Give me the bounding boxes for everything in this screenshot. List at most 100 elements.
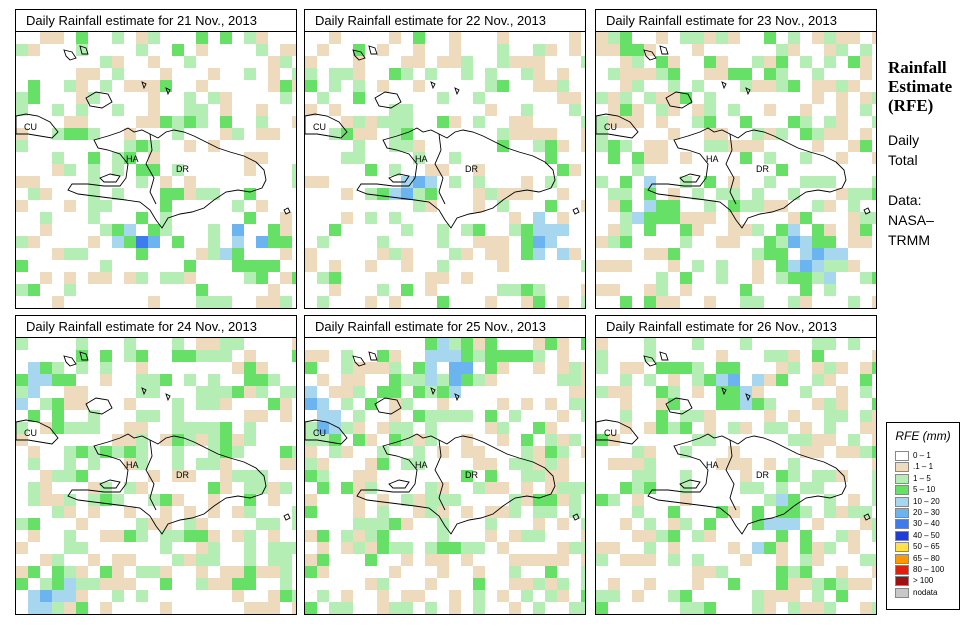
rainfall-cell [220, 434, 232, 446]
rainfall-cell [788, 458, 800, 470]
rainfall-cell [244, 506, 256, 518]
rainfall-cell [788, 590, 800, 602]
legend-item: > 100 [895, 576, 959, 587]
rainfall-cell [860, 602, 872, 614]
rainfall-cell [788, 494, 800, 506]
legend-label: 50 – 65 [913, 542, 940, 552]
island-coastline [679, 479, 701, 489]
rainfall-cell [728, 176, 740, 188]
rainfall-cell [644, 296, 656, 308]
rainfall-cell [521, 590, 533, 602]
rainfall-cell [728, 458, 740, 470]
rainfall-cell [16, 140, 28, 152]
rainfall-cell [848, 338, 860, 350]
rainfall-cell [28, 386, 40, 398]
rainfall-cell [401, 56, 413, 68]
cuba-coastline [596, 113, 639, 139]
rainfall-cell [377, 494, 389, 506]
rainfall-cell [836, 44, 848, 56]
rainfall-cell [172, 272, 184, 284]
legend-title: RFE (mm) [895, 429, 951, 443]
rainfall-cell [704, 176, 716, 188]
rainfall-cell [136, 212, 148, 224]
country-label-ha: HA [415, 460, 428, 470]
rainfall-cell [292, 458, 296, 470]
rainfall-cell [353, 92, 365, 104]
rainfall-cell [64, 386, 76, 398]
rainfall-cell [461, 350, 473, 362]
rainfall-cell [305, 602, 317, 614]
rainfall-cell [112, 494, 124, 506]
rainfall-cell [28, 176, 40, 188]
rainfall-cell [256, 296, 268, 308]
rainfall-cell [196, 398, 208, 410]
rainfall-cell [317, 236, 329, 248]
rainfall-cell [668, 80, 680, 92]
rainfall-cell [800, 296, 812, 308]
rainfall-cell [160, 578, 172, 590]
rainfall-cell [704, 374, 716, 386]
rainfall-cell [788, 410, 800, 422]
rainfall-cell [692, 212, 704, 224]
rainfall-cell [656, 200, 668, 212]
rainfall-cell [76, 398, 88, 410]
rainfall-cell [16, 338, 28, 350]
rainfall-cell [872, 494, 876, 506]
rainfall-cell [656, 104, 668, 116]
rainfall-cell [668, 398, 680, 410]
rainfall-cell [557, 212, 569, 224]
rainfall-cell [557, 224, 569, 236]
rainfall-cell [533, 602, 545, 614]
rainfall-cell [377, 542, 389, 554]
island-coastline [659, 45, 669, 55]
rainfall-cell [136, 44, 148, 56]
rainfall-cell [776, 566, 788, 578]
rainfall-cell [704, 602, 716, 614]
rainfall-cell [28, 494, 40, 506]
rainfall-cell [377, 80, 389, 92]
rainfall-cell [473, 590, 485, 602]
rainfall-cell [425, 374, 437, 386]
rainfall-cell [244, 470, 256, 482]
rainfall-cell [824, 116, 836, 128]
rainfall-cell [172, 410, 184, 422]
rainfall-cell [268, 224, 280, 236]
rainfall-cell [232, 236, 244, 248]
rainfall-cell [437, 398, 449, 410]
rainfall-cell [569, 482, 581, 494]
island-coastline [85, 91, 113, 109]
rainfall-cell [449, 248, 461, 260]
rainfall-cell [52, 422, 64, 434]
rainfall-cell [764, 494, 776, 506]
rainfall-cell [776, 68, 788, 80]
rainfall-cell [860, 104, 872, 116]
rainfall-cell [800, 128, 812, 140]
rainfall-cell [509, 530, 521, 542]
country-label-ha: HA [706, 154, 719, 164]
rainfall-cell [184, 422, 196, 434]
rainfall-cell [497, 284, 509, 296]
rainfall-cell [317, 296, 329, 308]
rainfall-cell [220, 422, 232, 434]
rainfall-cell [184, 140, 196, 152]
rainfall-cell [788, 212, 800, 224]
rainfall-cell [232, 224, 244, 236]
rainfall-cell [437, 446, 449, 458]
rainfall-cell [148, 140, 160, 152]
rainfall-cell [644, 224, 656, 236]
rainfall-cell [28, 236, 40, 248]
panel-title: Daily Rainfall estimate for 23 Nov., 201… [596, 10, 876, 32]
rainfall-cell [740, 116, 752, 128]
rainfall-cell [812, 236, 824, 248]
rainfall-cell [256, 44, 268, 56]
rainfall-cell [497, 80, 509, 92]
rainfall-cell [824, 434, 836, 446]
rainfall-cell [317, 542, 329, 554]
rainfall-cell [256, 386, 268, 398]
rainfall-cell [704, 92, 716, 104]
rainfall-cell [196, 338, 208, 350]
rainfall-cell [124, 140, 136, 152]
rainfall-cell [596, 362, 608, 374]
rainfall-cell [824, 494, 836, 506]
legend-item: .1 – 1 [895, 462, 959, 473]
